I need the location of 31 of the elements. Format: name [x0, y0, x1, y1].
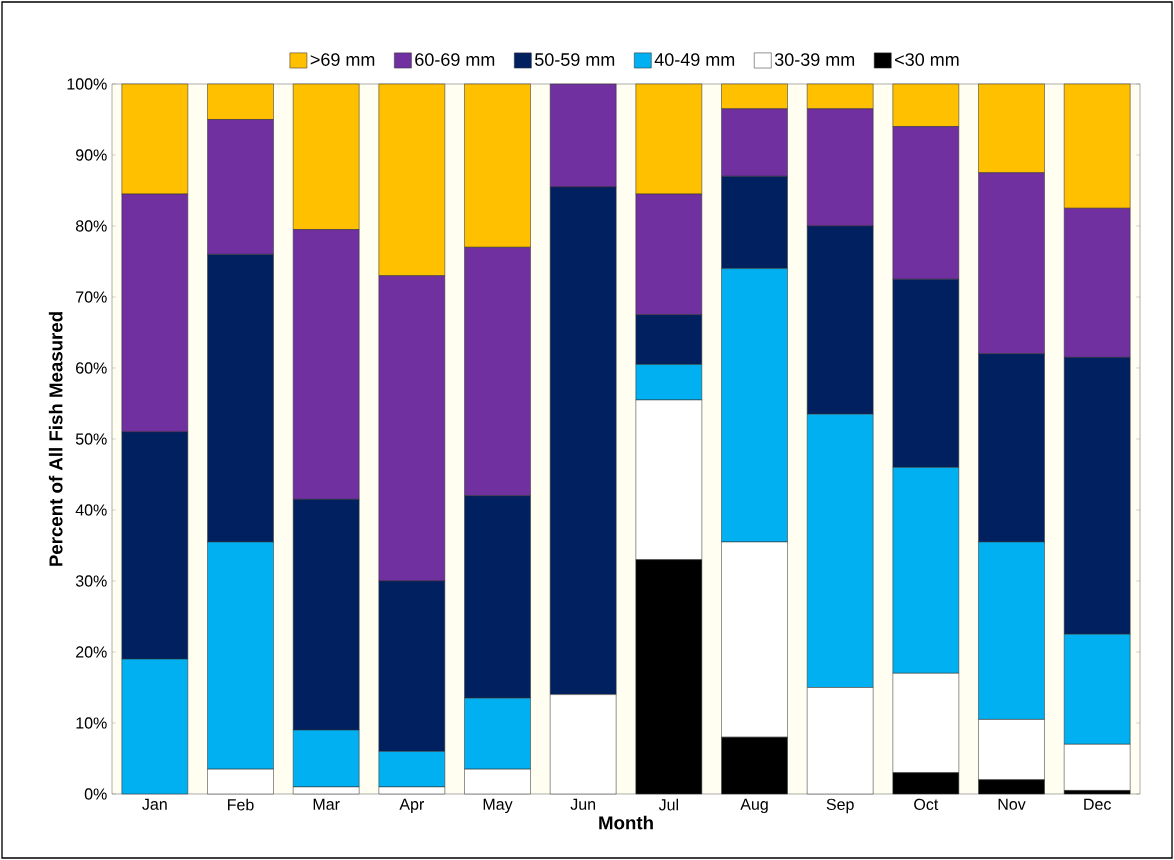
legend-label: 60-69 mm	[415, 53, 495, 66]
x-tick-label: Aug	[740, 798, 768, 814]
legend-label: <30 mm	[895, 53, 959, 66]
y-tick-label: 90%	[76, 149, 107, 161]
y-tick-label: 10%	[76, 717, 107, 729]
x-tick-label: Apr	[399, 798, 425, 814]
x-tick-label: Dec	[1084, 798, 1111, 810]
x-tick-label: Sep	[826, 798, 854, 814]
y-tick-label: 20%	[76, 646, 107, 658]
legend-label: 50-59 mm	[535, 53, 615, 66]
legend-label: >69 mm	[310, 53, 375, 66]
x-axis-title: Month	[599, 815, 653, 830]
y-tick-label: 100%	[67, 78, 107, 90]
x-tick-label: May	[483, 798, 513, 814]
y-axis-title: Percent of All Fish Measured	[48, 312, 63, 566]
y-tick-label: 40%	[75, 504, 107, 516]
y-tick-label: 0%	[84, 788, 107, 800]
x-tick-label: Nov	[998, 798, 1026, 810]
legend-label: 30-39 mm	[774, 53, 855, 66]
y-tick-label: 70%	[76, 291, 107, 303]
y-tick-label: 60%	[76, 362, 107, 374]
x-tick-label: Mar	[313, 798, 340, 810]
x-tick-label: Jan	[142, 798, 167, 810]
y-tick-label: 50%	[75, 433, 107, 445]
x-tick-label: Jun	[570, 798, 596, 810]
x-tick-label: Feb	[228, 798, 254, 811]
x-tick-label: Oct	[914, 798, 939, 811]
x-tick-label: Jul	[658, 798, 678, 811]
y-tick-label: 30%	[75, 575, 107, 587]
y-tick-label: 80%	[75, 220, 107, 232]
legend-label: 40-49 mm	[654, 53, 735, 66]
